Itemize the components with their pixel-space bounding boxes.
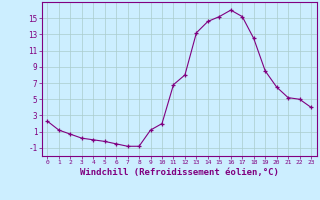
X-axis label: Windchill (Refroidissement éolien,°C): Windchill (Refroidissement éolien,°C)	[80, 168, 279, 177]
